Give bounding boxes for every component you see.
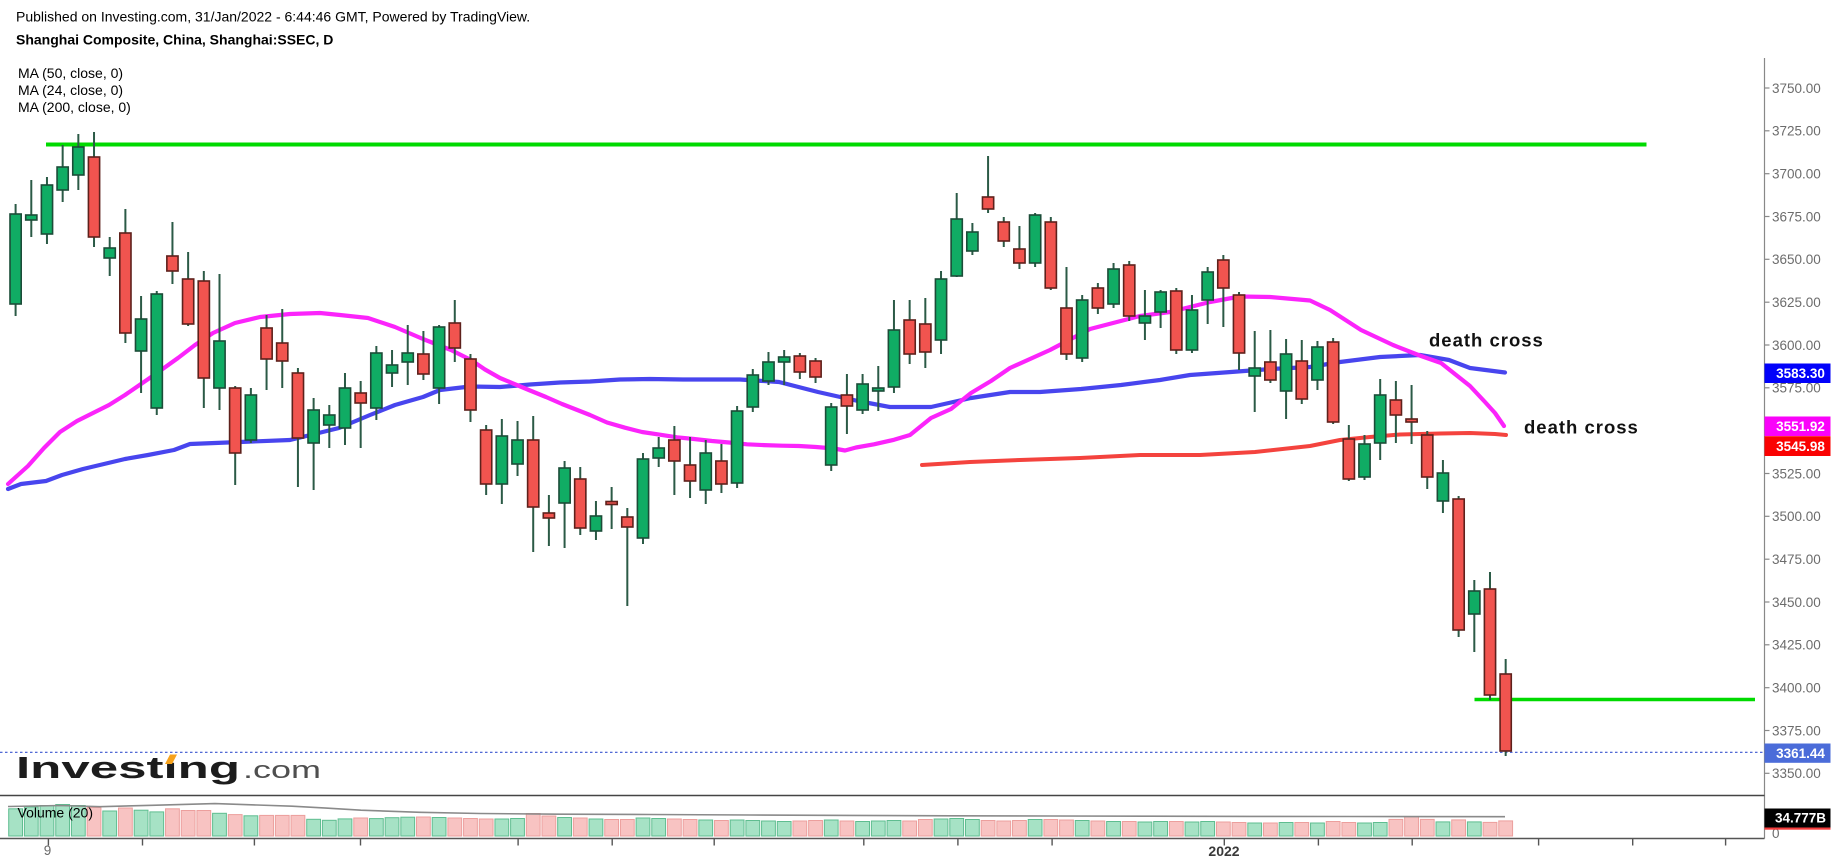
- svg-text:3500.00: 3500.00: [1772, 509, 1821, 524]
- svg-text:34.777B: 34.777B: [1775, 811, 1826, 826]
- svg-text:3725.00: 3725.00: [1772, 124, 1821, 139]
- svg-text:Volume (20): Volume (20): [18, 805, 93, 821]
- svg-text:Published on Investing.com, 31: Published on Investing.com, 31/Jan/2022 …: [16, 9, 530, 25]
- svg-text:Shanghai Composite, China, Sha: Shanghai Composite, China, Shanghai:SSEC…: [16, 32, 333, 48]
- svg-text:0: 0: [1772, 826, 1780, 841]
- svg-text:3700.00: 3700.00: [1772, 167, 1821, 182]
- svg-text:2022: 2022: [1208, 843, 1239, 859]
- svg-text:MA (24, close, 0): MA (24, close, 0): [18, 82, 123, 98]
- svg-text:3575.00: 3575.00: [1772, 381, 1821, 396]
- svg-text:death cross: death cross: [1524, 417, 1639, 438]
- svg-text:MA (50, close, 0): MA (50, close, 0): [18, 65, 123, 81]
- svg-text:3650.00: 3650.00: [1772, 252, 1821, 267]
- svg-text:death cross: death cross: [1429, 330, 1544, 351]
- svg-text:MA (200, close, 0): MA (200, close, 0): [18, 99, 131, 115]
- svg-text:Investing: Investing: [16, 751, 240, 785]
- svg-text:.com: .com: [243, 757, 321, 784]
- svg-text:9: 9: [44, 843, 52, 858]
- svg-text:3450.00: 3450.00: [1772, 595, 1821, 610]
- svg-text:3475.00: 3475.00: [1772, 552, 1821, 567]
- svg-text:3545.98: 3545.98: [1776, 439, 1825, 454]
- svg-text:3425.00: 3425.00: [1772, 638, 1821, 653]
- svg-text:3625.00: 3625.00: [1772, 295, 1821, 310]
- svg-text:3675.00: 3675.00: [1772, 209, 1821, 224]
- svg-text:3400.00: 3400.00: [1772, 681, 1821, 696]
- svg-text:3361.44: 3361.44: [1776, 746, 1825, 761]
- svg-text:3375.00: 3375.00: [1772, 723, 1821, 738]
- svg-text:3350.00: 3350.00: [1772, 766, 1821, 781]
- svg-text:3551.92: 3551.92: [1776, 419, 1825, 434]
- svg-text:3583.30: 3583.30: [1776, 366, 1825, 381]
- svg-text:3750.00: 3750.00: [1772, 81, 1821, 96]
- svg-text:3600.00: 3600.00: [1772, 338, 1821, 353]
- svg-text:3525.00: 3525.00: [1772, 466, 1821, 481]
